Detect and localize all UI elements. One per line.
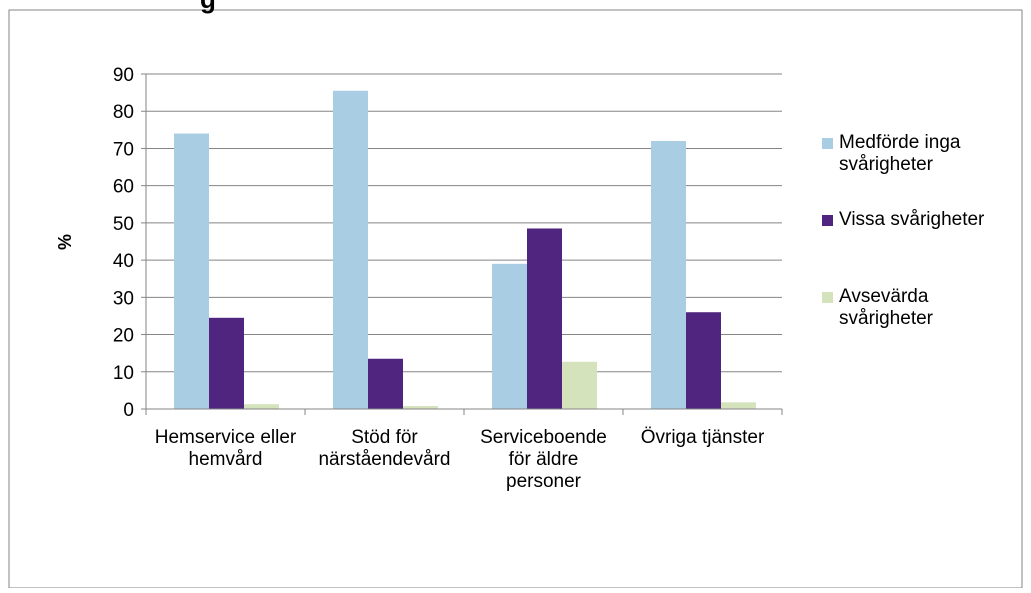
bar bbox=[651, 141, 686, 409]
bar bbox=[403, 406, 438, 409]
y-tick-label: 90 bbox=[113, 65, 134, 86]
y-tick-label: 40 bbox=[113, 251, 134, 272]
chart-title: g bbox=[200, 0, 216, 15]
y-tick-labels: 0 10 20 30 40 50 60 70 80 90 bbox=[113, 65, 134, 421]
y-tick-label: 70 bbox=[113, 139, 134, 160]
x-tick-label-line: hemvård bbox=[189, 449, 263, 470]
x-tick-label-line: personer bbox=[506, 471, 582, 492]
legend-label-line: Avsevärda bbox=[839, 286, 929, 307]
y-tick-label: 60 bbox=[113, 177, 134, 198]
y-tick-label: 30 bbox=[113, 288, 134, 309]
x-tick-label-line: närståendevård bbox=[318, 449, 450, 470]
bars bbox=[174, 90, 756, 410]
x-tick-label-line: Stöd för bbox=[351, 427, 418, 448]
legend-swatch bbox=[822, 292, 833, 303]
x-tick-label: Stöd för närståendevård bbox=[318, 427, 450, 470]
bar bbox=[686, 312, 721, 409]
x-tick-label: Serviceboende för äldre personer bbox=[480, 427, 607, 492]
bar bbox=[244, 404, 279, 409]
y-tick-label: 10 bbox=[113, 363, 134, 384]
bar bbox=[333, 90, 368, 409]
legend-label: Avsevärda svårigheter bbox=[839, 286, 934, 329]
x-tick-label-line: Serviceboende bbox=[480, 427, 607, 448]
x-tick-label: Övriga tjänster bbox=[641, 427, 765, 448]
bar bbox=[209, 317, 244, 409]
legend-swatch bbox=[822, 138, 833, 149]
axes bbox=[141, 73, 783, 415]
x-tick-label-line: Övriga tjänster bbox=[641, 427, 765, 448]
y-tick-label: 0 bbox=[123, 400, 134, 421]
y-tick-label: 20 bbox=[113, 326, 134, 347]
bar bbox=[562, 361, 597, 409]
bar bbox=[492, 263, 527, 409]
x-tick-label-line: Hemservice eller bbox=[155, 427, 297, 448]
bar bbox=[721, 402, 756, 409]
legend-label-line: Vissa svårigheter bbox=[839, 209, 985, 230]
legend-swatch bbox=[822, 215, 833, 226]
legend-label-line: Medförde inga bbox=[839, 132, 961, 153]
legend-label: Vissa svårigheter bbox=[839, 209, 985, 230]
y-tick-label: 50 bbox=[113, 214, 134, 235]
y-tick-label: 80 bbox=[113, 102, 134, 123]
x-tick-label: Hemservice eller hemvård bbox=[155, 427, 297, 470]
legend-label-line: svårigheter bbox=[839, 154, 934, 175]
bar bbox=[174, 133, 209, 410]
y-axis-label: % bbox=[55, 234, 75, 250]
x-tick-labels: Hemservice eller hemvård Stöd för närståend… bbox=[155, 427, 765, 492]
x-tick-label-line: för äldre bbox=[509, 449, 579, 470]
legend-label-line: svårigheter bbox=[839, 308, 934, 329]
bar bbox=[368, 358, 403, 409]
bar bbox=[527, 228, 562, 409]
legend-label: Medförde inga svårigheter bbox=[839, 132, 961, 175]
